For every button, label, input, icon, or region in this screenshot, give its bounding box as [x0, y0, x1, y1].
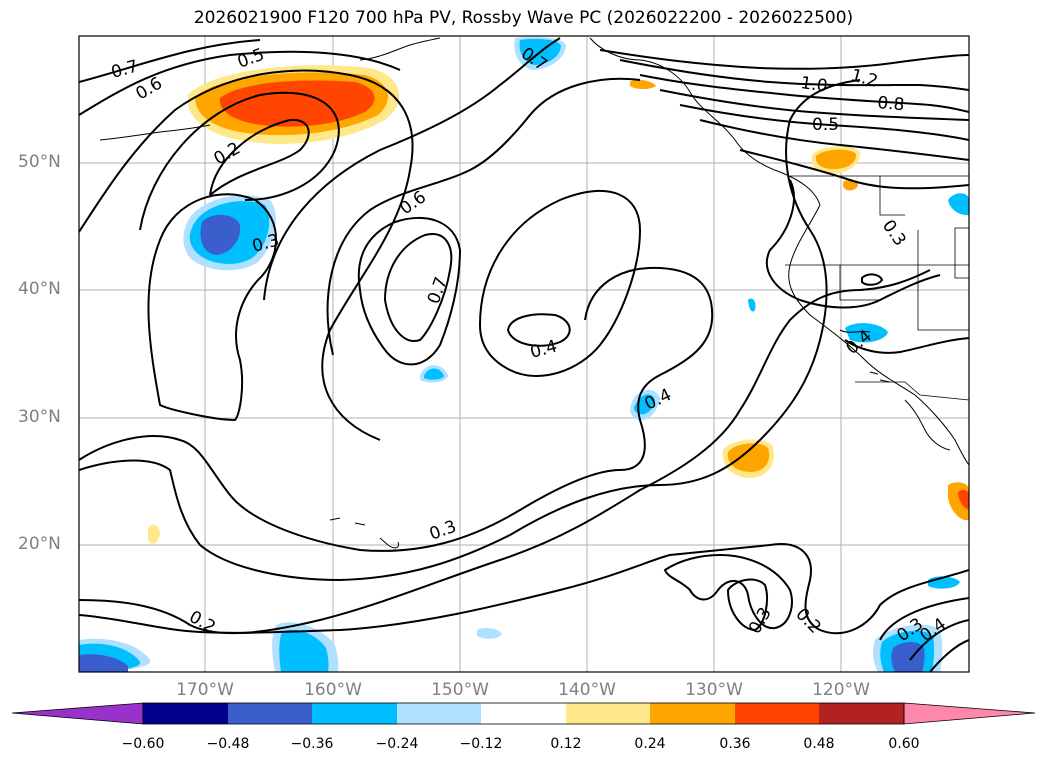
- pv-contours: [79, 37, 969, 672]
- longitude-label: 170°W: [176, 680, 234, 700]
- map-title: 2026021900 F120 700 hPa PV, Rossby Wave …: [193, 8, 854, 28]
- contour-label: 0.5: [812, 115, 839, 135]
- positive-anomaly-blobs: [148, 65, 969, 544]
- colorbar-tick-label: 0.60: [888, 736, 920, 752]
- colorbar-bin: [481, 703, 566, 724]
- longitude-label: 140°W: [558, 680, 616, 700]
- longitude-label: 160°W: [304, 680, 362, 700]
- contour-label: 0.2: [791, 604, 824, 637]
- colorbar-tick-label: −0.48: [206, 736, 250, 752]
- colorbar-bin: [228, 703, 312, 724]
- colorbar-high-extension: [903, 702, 1036, 725]
- colorbar-bin: [735, 703, 819, 724]
- colorbar-tick-label: 0.36: [719, 736, 751, 752]
- latitude-label: 30°N: [18, 407, 61, 427]
- contour-label: 0.8: [877, 93, 906, 115]
- colorbar-tick-label: −0.24: [375, 736, 419, 752]
- colorbar-tick-label: 0.12: [550, 736, 582, 752]
- contour-label: 0.2: [211, 138, 244, 169]
- latitude-label: 50°N: [18, 152, 61, 172]
- latitude-label: 20°N: [18, 534, 61, 554]
- colorbar-tick-label: −0.36: [290, 736, 334, 752]
- contour-label: 1.2: [849, 66, 880, 92]
- political-borders: [785, 175, 969, 401]
- colorbar-bin: [312, 703, 397, 724]
- colorbar-low-extension: [11, 702, 144, 725]
- colorbar-bin: [397, 703, 481, 724]
- longitude-label: 150°W: [431, 680, 489, 700]
- contour-label: 0.3: [745, 604, 776, 637]
- colorbar: [11, 702, 1036, 725]
- contour-label: 0.6: [133, 73, 166, 104]
- colorbar-bin: [650, 703, 735, 724]
- contour-label: 0.7: [109, 57, 140, 83]
- longitude-label: 120°W: [812, 680, 870, 700]
- contour-label: 0.5: [235, 45, 267, 73]
- negative-anomaly-blobs: [79, 36, 969, 672]
- contour-label: 0.3: [878, 216, 910, 250]
- latitude-label: 40°N: [18, 279, 61, 299]
- colorbar-tick-label: −0.60: [121, 736, 165, 752]
- colorbar-bin: [143, 703, 228, 724]
- gridlines: [79, 36, 969, 672]
- colorbar-tick-label: 0.48: [803, 736, 835, 752]
- colorbar-bin: [819, 703, 904, 724]
- colorbar-tick-label: 0.24: [634, 736, 666, 752]
- colorbar-tick-label: −0.12: [459, 736, 503, 752]
- contour-label: 0.6: [396, 187, 430, 219]
- contour-label: 0.4: [528, 337, 559, 363]
- contour-label: 1.0: [799, 73, 829, 97]
- map-frame: [78, 35, 970, 673]
- colorbar-bin: [566, 703, 650, 724]
- longitude-label: 130°W: [685, 680, 743, 700]
